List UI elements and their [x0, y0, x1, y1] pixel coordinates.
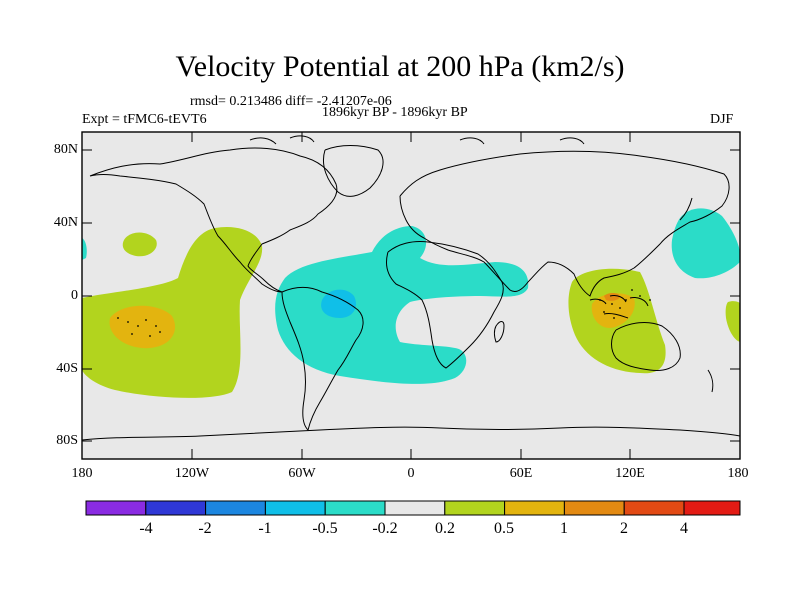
x-tick-label: 120W [174, 466, 210, 481]
colorbar-label: -0.2 [372, 520, 398, 537]
lime-region-north-pacific [122, 232, 157, 257]
colorbar-box-9 [563, 500, 625, 516]
south-america-coast [281, 287, 364, 431]
x-tick-label: 60W [288, 466, 316, 481]
australia-coast [611, 322, 681, 371]
new-zealand-coast [707, 369, 714, 393]
y-tick-label: 80N [53, 142, 78, 157]
x-ticks [81, 132, 741, 459]
gold-core-pacific [109, 305, 176, 349]
experiment-label: Expt = tFMC6-tEVT6 [82, 112, 207, 127]
colorbar-label: -1 [258, 520, 272, 537]
colorbar-box-11 [683, 500, 741, 516]
y-tick-label: 40S [56, 361, 78, 376]
contour-fields [82, 208, 740, 398]
colorbar-label: -4 [139, 520, 153, 537]
coastlines [82, 135, 740, 441]
teal-region-atlantic [275, 226, 529, 384]
colorbar-label: 0.2 [435, 520, 455, 537]
y-ticks [82, 149, 740, 442]
africa-coast [385, 241, 504, 369]
antarctica-coast [82, 426, 740, 441]
north-america-coast [89, 147, 338, 293]
colorbar-label: -0.5 [312, 520, 338, 537]
blue-core-brazil [321, 289, 357, 318]
indonesia-islands [589, 295, 649, 319]
lime-region-pacific [82, 226, 263, 398]
madagascar-coast [494, 321, 505, 343]
colorbar-box-8 [504, 500, 565, 516]
colorbar-label: -2 [198, 520, 212, 537]
x-tick-label: 120E [615, 466, 645, 481]
y-tick-label: 40N [53, 215, 78, 230]
period-label: 1896kyr BP - 1896kyr BP [322, 105, 468, 120]
stats-text: rmsd= 0.213486 diff= -2.41207e-06 [190, 94, 392, 109]
orange-core-indonesia [604, 293, 620, 301]
plot-title: Velocity Potential at 200 hPa (km2/s) [175, 50, 625, 83]
arctic-islands [249, 135, 585, 145]
colorbar-box-2 [145, 500, 207, 516]
colorbar [85, 500, 741, 516]
colorbar-label: 0.5 [494, 520, 514, 537]
y-tick-label: 80S [56, 433, 78, 448]
gold-core-indonesia [591, 293, 635, 328]
colorbar-box-1 [85, 500, 147, 516]
eurasia-coast [399, 150, 730, 297]
season-label: DJF [710, 112, 734, 127]
colorbar-label: 4 [680, 520, 688, 537]
colorbar-box-4 [264, 500, 326, 516]
x-tick-label: 60E [509, 466, 533, 481]
teal-region-north-pacific-west [671, 208, 740, 279]
y-tick-label: 0 [71, 288, 78, 303]
colorbar-label: 1 [560, 520, 568, 537]
japan-coast [679, 197, 693, 221]
colorbar-box-7 [444, 500, 506, 516]
colorbar-box-6 [384, 500, 446, 516]
lime-region-east-edge [725, 301, 740, 342]
x-tick-label: 180 [727, 466, 749, 481]
colorbar-label: 2 [620, 520, 628, 537]
colorbar-box-3 [205, 500, 266, 516]
x-tick-label: 0 [407, 466, 415, 481]
greenland-coast [323, 145, 384, 197]
colorbar-box-10 [623, 500, 685, 516]
x-tick-label: 180 [71, 466, 93, 481]
teal-region-west-edge [82, 238, 87, 260]
colorbar-box-5 [324, 500, 386, 516]
